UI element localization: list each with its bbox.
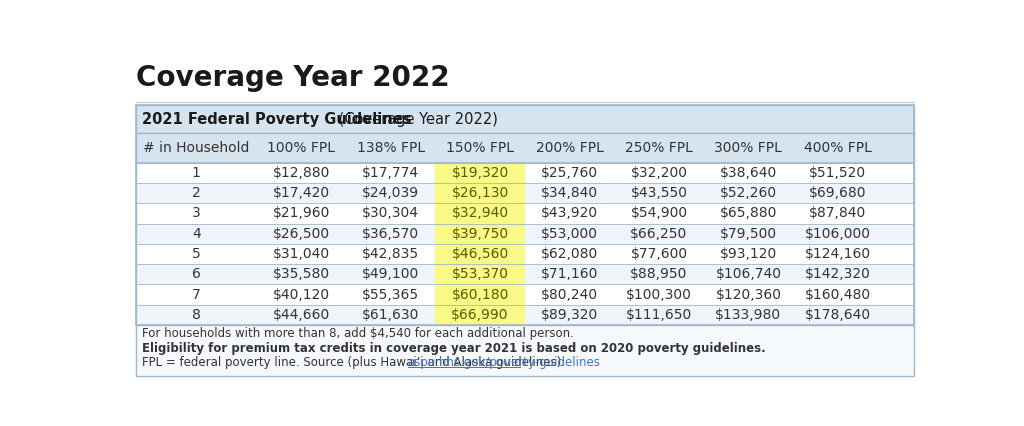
- FancyBboxPatch shape: [136, 133, 913, 163]
- Text: $30,304: $30,304: [362, 206, 419, 220]
- FancyBboxPatch shape: [136, 183, 913, 203]
- Text: $87,840: $87,840: [809, 206, 866, 220]
- Text: 3: 3: [191, 206, 201, 220]
- FancyBboxPatch shape: [136, 244, 913, 264]
- Text: $133,980: $133,980: [716, 308, 781, 322]
- Text: 138% FPL: 138% FPL: [356, 141, 425, 155]
- FancyBboxPatch shape: [136, 264, 913, 285]
- Text: $66,250: $66,250: [631, 227, 687, 241]
- Text: $79,500: $79,500: [720, 227, 777, 241]
- Text: $178,640: $178,640: [805, 308, 870, 322]
- Text: $106,740: $106,740: [716, 267, 781, 281]
- Text: $69,680: $69,680: [809, 186, 866, 200]
- Text: $19,320: $19,320: [452, 166, 509, 180]
- FancyBboxPatch shape: [136, 203, 913, 224]
- Text: $124,160: $124,160: [805, 247, 870, 261]
- Text: 200% FPL: 200% FPL: [536, 141, 603, 155]
- Text: $111,650: $111,650: [626, 308, 692, 322]
- Text: $26,130: $26,130: [452, 186, 509, 200]
- FancyBboxPatch shape: [435, 264, 524, 285]
- Text: $24,039: $24,039: [362, 186, 419, 200]
- Text: # in Household: # in Household: [143, 141, 250, 155]
- Text: $53,000: $53,000: [541, 227, 598, 241]
- Text: 8: 8: [191, 308, 201, 322]
- Text: $55,365: $55,365: [362, 288, 419, 302]
- Text: $49,100: $49,100: [362, 267, 419, 281]
- Text: 2021 Federal Poverty Guidelines: 2021 Federal Poverty Guidelines: [142, 112, 412, 127]
- Text: $21,960: $21,960: [272, 206, 330, 220]
- Text: $71,160: $71,160: [541, 267, 598, 281]
- FancyBboxPatch shape: [435, 285, 524, 305]
- Text: $142,320: $142,320: [805, 267, 870, 281]
- Text: $36,570: $36,570: [362, 227, 419, 241]
- Text: $40,120: $40,120: [272, 288, 330, 302]
- Text: (Coverage Year 2022): (Coverage Year 2022): [334, 112, 499, 127]
- Text: $31,040: $31,040: [272, 247, 330, 261]
- Text: $52,260: $52,260: [720, 186, 777, 200]
- Text: 1: 1: [191, 166, 201, 180]
- Text: $44,660: $44,660: [272, 308, 330, 322]
- Text: $43,550: $43,550: [631, 186, 687, 200]
- Text: For households with more than 8, add $4,540 for each additional person.: For households with more than 8, add $4,…: [142, 327, 574, 340]
- Text: 250% FPL: 250% FPL: [625, 141, 693, 155]
- Text: $43,920: $43,920: [541, 206, 598, 220]
- Text: $160,480: $160,480: [805, 288, 870, 302]
- Text: aspe.hhs.gov/poverty-guidelines: aspe.hhs.gov/poverty-guidelines: [408, 356, 600, 369]
- Text: $42,835: $42,835: [362, 247, 419, 261]
- Text: $88,950: $88,950: [630, 267, 688, 281]
- Text: $32,940: $32,940: [452, 206, 509, 220]
- Text: $66,990: $66,990: [452, 308, 509, 322]
- Text: $77,600: $77,600: [631, 247, 687, 261]
- Text: $106,000: $106,000: [805, 227, 870, 241]
- FancyBboxPatch shape: [136, 325, 913, 376]
- Text: Eligibility for premium tax credits in coverage year 2021 is based on 2020 pover: Eligibility for premium tax credits in c…: [142, 342, 766, 355]
- Text: 6: 6: [191, 267, 201, 281]
- Text: $35,580: $35,580: [272, 267, 330, 281]
- Text: $89,320: $89,320: [541, 308, 598, 322]
- FancyBboxPatch shape: [136, 224, 913, 244]
- Text: 7: 7: [191, 288, 201, 302]
- Text: $93,120: $93,120: [720, 247, 777, 261]
- Text: $53,370: $53,370: [452, 267, 509, 281]
- FancyBboxPatch shape: [435, 183, 524, 203]
- Text: $120,360: $120,360: [716, 288, 781, 302]
- Text: $60,180: $60,180: [452, 288, 509, 302]
- Text: 300% FPL: 300% FPL: [715, 141, 782, 155]
- Text: 150% FPL: 150% FPL: [446, 141, 514, 155]
- Text: 2: 2: [191, 186, 201, 200]
- Text: FPL = federal poverty line. Source (plus Hawai’i and Alaska guidelines):: FPL = federal poverty line. Source (plus…: [142, 356, 569, 369]
- Text: $17,774: $17,774: [362, 166, 419, 180]
- Text: Coverage Year 2022: Coverage Year 2022: [136, 64, 450, 92]
- FancyBboxPatch shape: [136, 163, 913, 183]
- Text: 100% FPL: 100% FPL: [267, 141, 335, 155]
- Text: $61,630: $61,630: [361, 308, 420, 322]
- Text: $17,420: $17,420: [272, 186, 330, 200]
- Text: $80,240: $80,240: [541, 288, 598, 302]
- FancyBboxPatch shape: [136, 105, 913, 133]
- Text: $100,300: $100,300: [626, 288, 692, 302]
- Text: $32,200: $32,200: [631, 166, 687, 180]
- Text: $38,640: $38,640: [720, 166, 777, 180]
- Text: 5: 5: [191, 247, 201, 261]
- FancyBboxPatch shape: [435, 224, 524, 244]
- Text: $26,500: $26,500: [272, 227, 330, 241]
- FancyBboxPatch shape: [435, 163, 524, 183]
- Text: $25,760: $25,760: [541, 166, 598, 180]
- Text: $39,750: $39,750: [452, 227, 509, 241]
- Text: $62,080: $62,080: [541, 247, 598, 261]
- Text: $34,840: $34,840: [541, 186, 598, 200]
- FancyBboxPatch shape: [435, 203, 524, 224]
- Text: 400% FPL: 400% FPL: [804, 141, 871, 155]
- Text: $65,880: $65,880: [720, 206, 777, 220]
- FancyBboxPatch shape: [435, 244, 524, 264]
- Text: $46,560: $46,560: [452, 247, 509, 261]
- FancyBboxPatch shape: [136, 305, 913, 325]
- Text: $12,880: $12,880: [272, 166, 330, 180]
- Text: $51,520: $51,520: [809, 166, 866, 180]
- FancyBboxPatch shape: [435, 305, 524, 325]
- Text: 4: 4: [191, 227, 201, 241]
- Text: $54,900: $54,900: [631, 206, 687, 220]
- FancyBboxPatch shape: [136, 285, 913, 305]
